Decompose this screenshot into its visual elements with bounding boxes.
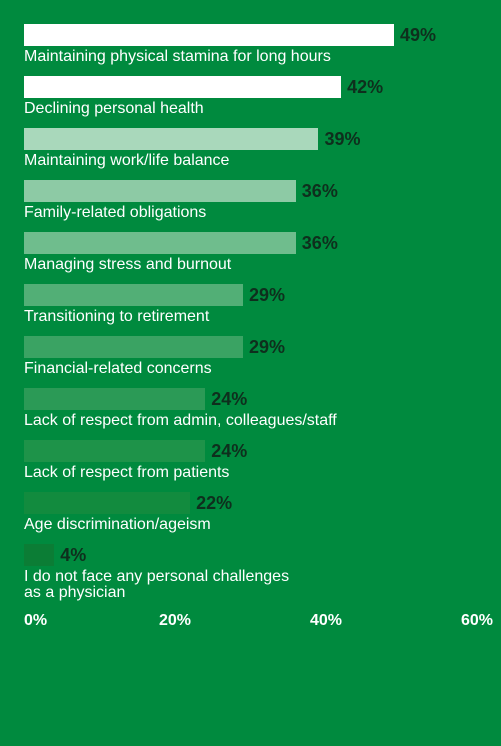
bar-value: 24% [205, 388, 247, 410]
bar-row: 49% [24, 24, 477, 46]
bar-group: 49% Maintaining physical stamina for long… [24, 24, 477, 66]
bar-row: 36% [24, 180, 477, 202]
bar-row: 29% [24, 284, 477, 306]
bar-group: 24% Lack of respect from patients [24, 440, 477, 482]
bar-value: 39% [318, 128, 360, 150]
bar-label: Transitioning to retirement [24, 308, 477, 326]
x-axis-tick: 60% [461, 612, 493, 630]
bar-label: Financial-related concerns [24, 360, 477, 378]
bar-label: Managing stress and burnout [24, 256, 477, 274]
bar-label: Lack of respect from admin, colleagues/s… [24, 412, 477, 430]
bar-label-line2: as a physician [24, 584, 477, 602]
bar-label: Lack of respect from patients [24, 464, 477, 482]
bar [24, 180, 296, 202]
bar-label: Declining personal health [24, 100, 477, 118]
bar [24, 544, 54, 566]
chart-container: 49% Maintaining physical stamina for long… [0, 0, 501, 746]
bar-label: Maintaining work/life balance [24, 152, 477, 170]
bar-row: 24% [24, 440, 477, 462]
bar-value: 4% [54, 544, 86, 566]
bar-row: 29% [24, 336, 477, 358]
bar-label: Maintaining physical stamina for long ho… [24, 48, 477, 66]
bar-value: 29% [243, 284, 285, 306]
bar [24, 232, 296, 254]
bar-value: 36% [296, 180, 338, 202]
bar-label: Family-related obligations [24, 204, 477, 222]
bar [24, 76, 341, 98]
bar [24, 284, 243, 306]
bar [24, 440, 205, 462]
x-axis-tick: 40% [310, 612, 342, 630]
bar-value: 29% [243, 336, 285, 358]
bar [24, 24, 394, 46]
bar-value: 49% [394, 24, 436, 46]
bar-row: 4% [24, 544, 477, 566]
bar [24, 128, 318, 150]
bar-group: 24% Lack of respect from admin, colleague… [24, 388, 477, 430]
bar-row: 36% [24, 232, 477, 254]
bar [24, 388, 205, 410]
x-axis-tick: 0% [24, 612, 47, 630]
bar-group: 39% Maintaining work/life balance [24, 128, 477, 170]
bar-group: 4%I do not face any personal challengesa… [24, 544, 477, 602]
bar-label: Age discrimination/ageism [24, 516, 477, 534]
bar-group: 36% Family-related obligations [24, 180, 477, 222]
x-axis: 0%20%40%60% [24, 612, 477, 636]
bar-group: 22% Age discrimination/ageism [24, 492, 477, 534]
bar-value: 22% [190, 492, 232, 514]
bar-row: 42% [24, 76, 477, 98]
bar-group: 42% Declining personal health [24, 76, 477, 118]
bar-group: 29% Transitioning to retirement [24, 284, 477, 326]
bar [24, 336, 243, 358]
bar [24, 492, 190, 514]
bar-row: 22% [24, 492, 477, 514]
bar-value: 36% [296, 232, 338, 254]
x-axis-tick: 20% [159, 612, 191, 630]
bar-group: 36% Managing stress and burnout [24, 232, 477, 274]
bar-value: 24% [205, 440, 247, 462]
bar-row: 24% [24, 388, 477, 410]
bars-area: 49% Maintaining physical stamina for long… [24, 24, 477, 602]
bar-row: 39% [24, 128, 477, 150]
bar-group: 29% Financial-related concerns [24, 336, 477, 378]
bar-value: 42% [341, 76, 383, 98]
